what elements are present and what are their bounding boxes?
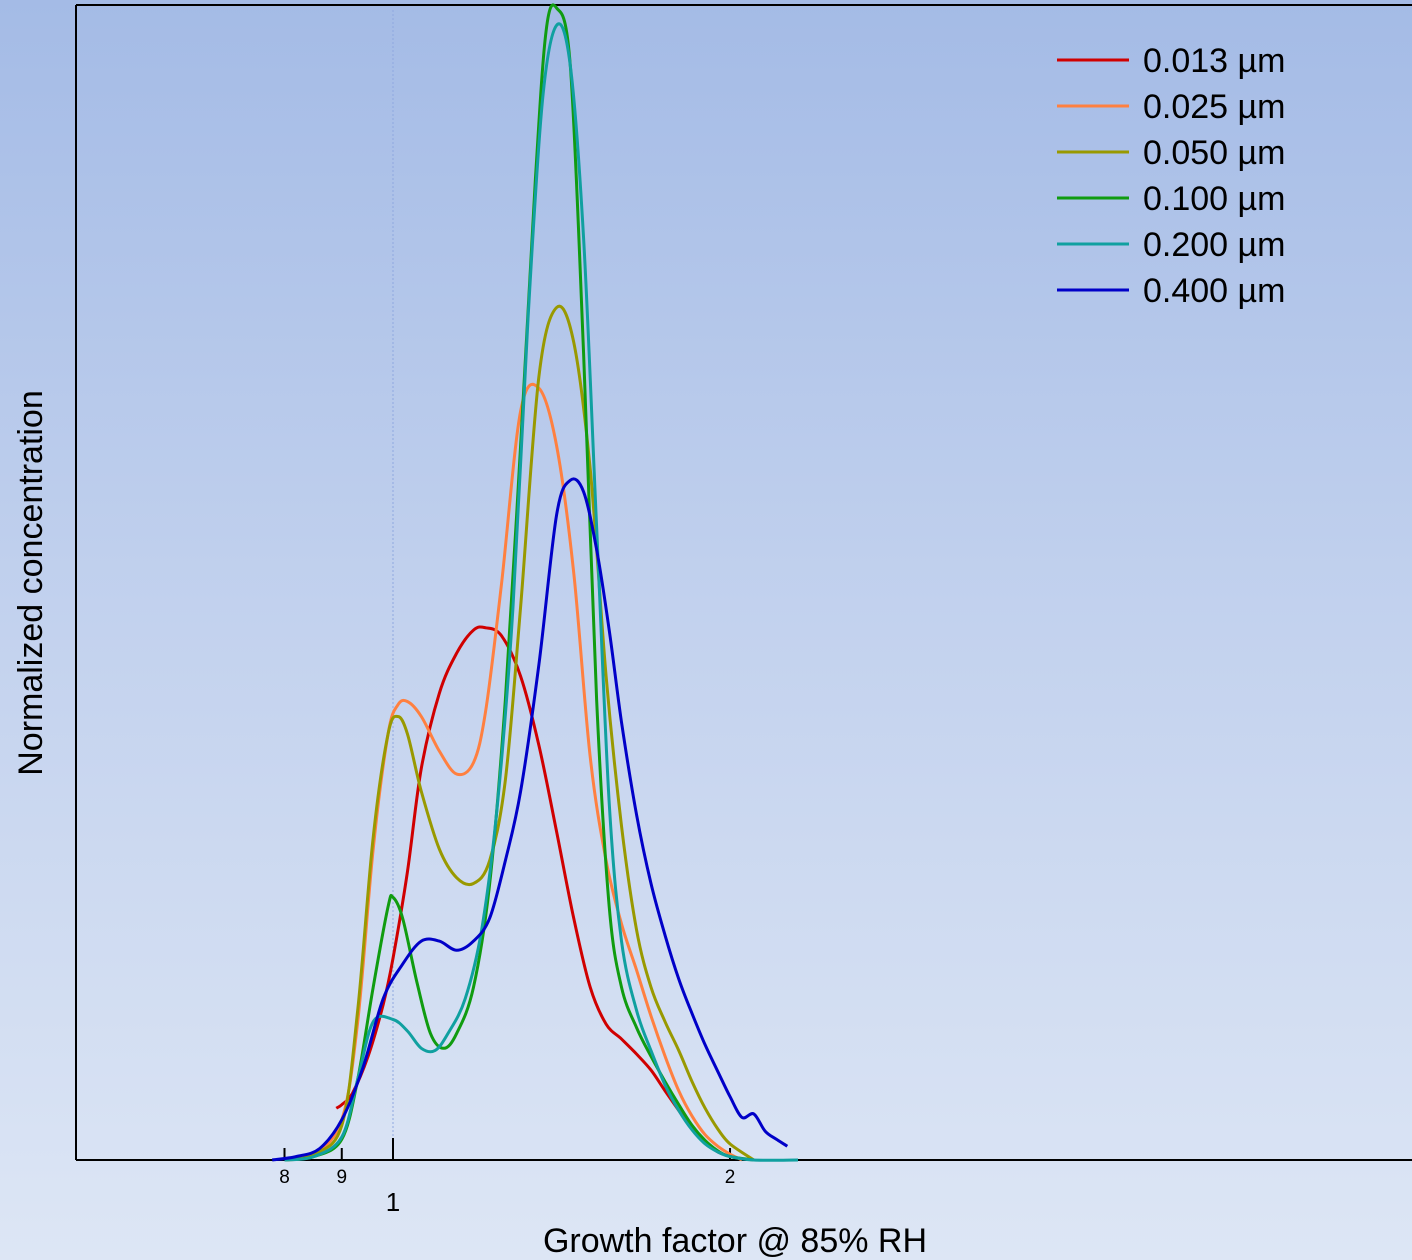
- series-line-1: [335, 625, 731, 1158]
- legend-label: 0.100 µm: [1143, 180, 1285, 218]
- series-line-6: [271, 477, 789, 1162]
- series-line-5: [284, 22, 799, 1162]
- x-tick-label: 8: [279, 1167, 290, 1188]
- x-axis-title: Growth factor @ 85% RH: [543, 1222, 927, 1260]
- legend-label: 0.025 µm: [1143, 88, 1285, 126]
- series-lines: [271, 3, 799, 1162]
- x-tick-label: 1: [386, 1187, 400, 1217]
- x-tick-label: 9: [336, 1167, 347, 1188]
- legend-label: 0.050 µm: [1143, 134, 1285, 172]
- legend: 0.013 µm 0.025 µm 0.050 µm 0.100 µm 0.200 µm…: [1057, 42, 1285, 310]
- x-ticks: 8 9 1 2: [279, 1138, 735, 1217]
- plot-area: 8 9 1 2: [75, 3, 1412, 1217]
- x-tick-label: 2: [725, 1167, 736, 1188]
- legend-label: 0.013 µm: [1143, 42, 1285, 80]
- series-line-4: [284, 3, 755, 1162]
- legend-label: 0.400 µm: [1143, 272, 1285, 310]
- legend-label: 0.200 µm: [1143, 226, 1285, 264]
- series-line-3: [284, 304, 755, 1162]
- y-axis-title: Normalized concentration: [12, 390, 50, 776]
